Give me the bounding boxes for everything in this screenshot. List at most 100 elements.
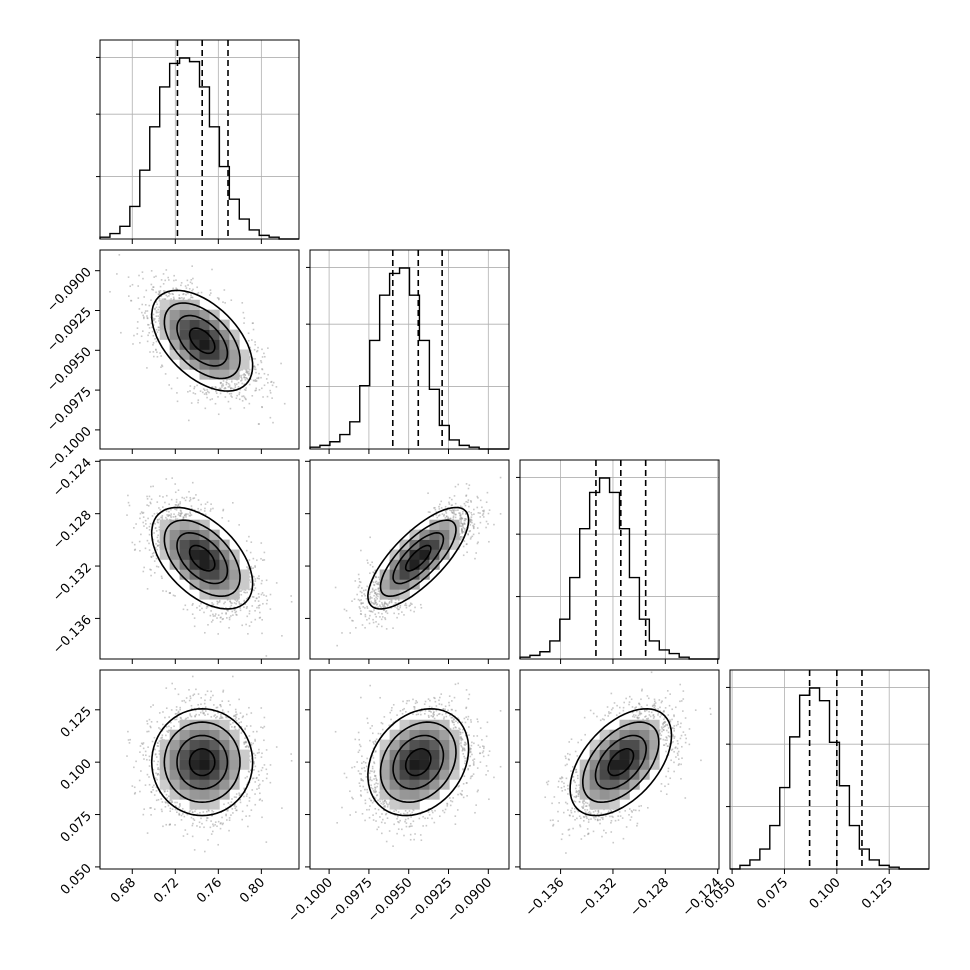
scatter-point [257, 770, 260, 773]
scatter-point [290, 595, 292, 597]
scatter-point [682, 698, 685, 700]
scatter-point [214, 613, 217, 615]
scatter-point [143, 808, 145, 810]
scatter-point [233, 609, 236, 612]
scatter-point [253, 761, 255, 763]
scatter-point [420, 606, 423, 609]
density-cell [219, 549, 230, 560]
scatter-point [473, 742, 475, 745]
scatter-point [161, 298, 164, 301]
x-tick-label: 0.80 [237, 875, 268, 906]
scatter-point [269, 389, 271, 392]
scatter-point [457, 785, 460, 788]
scatter-point [243, 388, 246, 391]
scatter-point [254, 609, 256, 612]
scatter-point [143, 296, 145, 298]
scatter-point [163, 298, 165, 300]
scatter-point [174, 491, 177, 494]
scatter-point [405, 710, 407, 713]
scatter-point [254, 343, 257, 346]
scatter-point [131, 541, 134, 544]
scatter-point [254, 566, 256, 568]
scatter-point [240, 590, 242, 592]
scatter-point [185, 516, 187, 518]
scatter-point [432, 713, 434, 715]
scatter-point [433, 696, 435, 699]
scatter-point [173, 725, 175, 728]
scatter-point [264, 355, 266, 358]
scatter-point [371, 770, 373, 773]
scatter-point [179, 502, 181, 505]
scatter-point [409, 609, 412, 612]
scatter-point [175, 287, 177, 290]
scatter-point [375, 596, 377, 598]
scatter-point [464, 721, 467, 724]
scatter-point [404, 820, 406, 823]
scatter-point [461, 524, 464, 527]
scatter-point [446, 802, 448, 805]
scatter-point [225, 613, 227, 615]
scatter-point [250, 621, 253, 623]
scatter-point [358, 738, 361, 741]
scatter-point [246, 793, 248, 795]
scatter-point [597, 810, 600, 813]
scatter-point [252, 567, 254, 569]
scatter-point [240, 732, 243, 734]
scatter-point [258, 748, 260, 751]
scatter-point [583, 820, 585, 822]
density-cell [389, 779, 400, 790]
density-cell [209, 349, 220, 360]
scatter-point [412, 698, 414, 701]
scatter-point [158, 740, 161, 742]
scatter-point [493, 523, 495, 526]
scatter-point [438, 699, 440, 702]
scatter-point [461, 748, 464, 750]
scatter-point [387, 603, 389, 606]
density-cell [179, 549, 190, 560]
density-cell [409, 579, 420, 590]
density-cell [209, 319, 220, 330]
scatter-point [431, 817, 433, 820]
scatter-point [157, 308, 160, 311]
scatter-point [452, 727, 455, 729]
scatter-point [188, 288, 191, 290]
scatter-point [660, 713, 663, 716]
scatter-point [398, 608, 400, 611]
scatter-point [231, 502, 234, 504]
scatter-point [200, 602, 202, 605]
scatter-point [618, 811, 621, 813]
scatter-point [215, 706, 218, 709]
scatter-point [178, 814, 180, 816]
scatter-point [358, 749, 361, 752]
scatter-point [182, 298, 185, 300]
scatter-point [190, 507, 193, 510]
scatter-point [460, 793, 463, 796]
density-cell [229, 359, 240, 370]
scatter-point [221, 517, 224, 519]
scatter-point [645, 709, 648, 712]
scatter-point [225, 715, 227, 718]
scatter-point [673, 761, 675, 764]
contour-3 [569, 707, 673, 817]
scatter-point [146, 527, 148, 529]
scatter-point [427, 808, 430, 810]
scatter-point [249, 725, 252, 727]
density-cell [209, 329, 220, 340]
scatter-point [499, 710, 502, 712]
scatter-point [165, 590, 168, 593]
scatter-point [476, 790, 479, 793]
scatter-point [662, 723, 664, 726]
scatter-point [174, 713, 177, 715]
scatter-point [572, 815, 574, 818]
scatter-point [585, 814, 587, 817]
scatter-point [372, 747, 375, 750]
scatter-point [191, 604, 194, 606]
scatter-point [443, 513, 445, 516]
scatter-point [677, 754, 679, 756]
scatter-point [263, 352, 265, 355]
contour-0 [607, 748, 635, 777]
scatter-point [150, 807, 152, 809]
density-cell [189, 319, 200, 330]
scatter-point [621, 817, 624, 819]
scatter-point [404, 604, 406, 607]
